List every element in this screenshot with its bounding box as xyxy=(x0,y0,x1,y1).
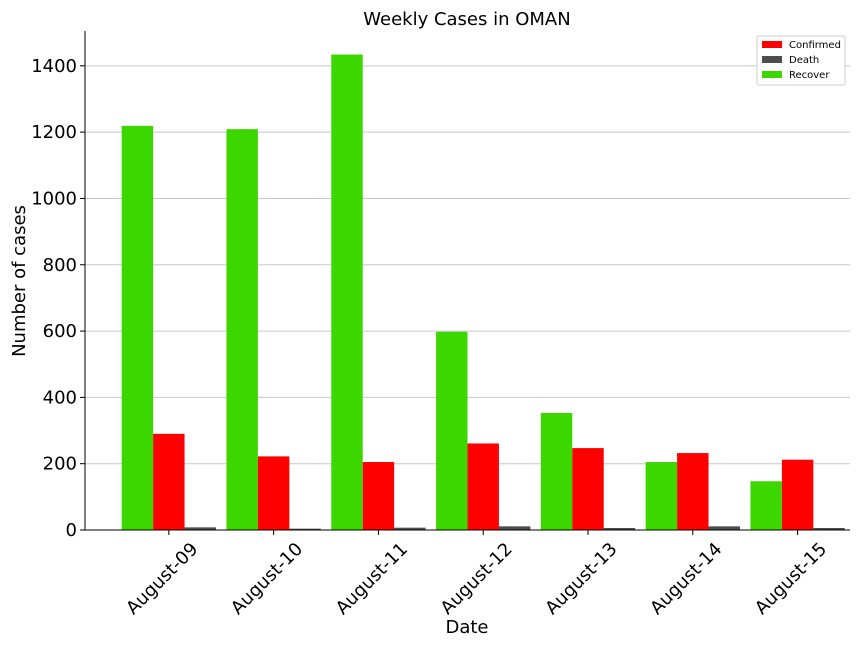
legend-swatch-death xyxy=(762,56,782,63)
y-tick-label: 0 xyxy=(66,520,77,541)
bar-death-august-09 xyxy=(184,527,216,530)
bar-death-august-15 xyxy=(813,528,845,530)
bar-death-august-14 xyxy=(708,526,740,530)
x-tick-label: August-15 xyxy=(751,539,831,619)
y-tick-label: 1200 xyxy=(31,122,77,143)
x-tick-label: August-13 xyxy=(541,539,621,619)
bar-recover-august-15 xyxy=(750,481,782,530)
bar-death-august-10 xyxy=(289,528,321,530)
x-ticks: August-09 August-10 August-11 August-12 Augu… xyxy=(122,530,831,619)
grid-lines xyxy=(85,65,850,465)
bar-recover-august-11 xyxy=(331,54,363,530)
bar-death-august-12 xyxy=(498,526,531,530)
bar-confirmed-august-15 xyxy=(781,459,814,530)
bar-recover-august-14 xyxy=(645,462,678,530)
legend-label-confirmed: Confirmed xyxy=(789,40,841,51)
y-tick-label: 1400 xyxy=(31,56,77,77)
y-tick-label: 600 xyxy=(43,321,77,342)
bar-death-august-11 xyxy=(394,527,426,530)
x-tick-label: August-10 xyxy=(227,539,307,619)
y-ticks: 0 200 400 600 800 1000 1200 1400 xyxy=(31,56,85,541)
bar-confirmed-august-12 xyxy=(467,443,499,530)
x-tick-label: August-11 xyxy=(332,539,412,619)
bar-confirmed-august-10 xyxy=(257,456,290,530)
x-axis-label: Date xyxy=(445,617,488,638)
bars xyxy=(121,54,845,531)
chart-title: Weekly Cases in OMAN xyxy=(363,9,570,30)
x-tick-label: August-14 xyxy=(646,539,726,619)
y-tick-label: 400 xyxy=(43,387,77,408)
legend-swatch-confirmed xyxy=(762,41,782,48)
bar-death-august-13 xyxy=(603,528,636,530)
bar-recover-august-13 xyxy=(540,412,573,530)
bar-confirmed-august-14 xyxy=(677,453,709,530)
y-tick-label: 200 xyxy=(43,454,77,475)
x-tick-label: August-12 xyxy=(437,539,517,619)
bar-confirmed-august-11 xyxy=(362,462,395,530)
legend-label-death: Death xyxy=(789,55,819,66)
legend: Confirmed Death Recover xyxy=(756,35,846,86)
bar-recover-august-10 xyxy=(226,129,258,530)
bar-confirmed-august-09 xyxy=(153,433,185,530)
legend-label-recover: Recover xyxy=(789,70,830,81)
y-axis-label: Number of cases xyxy=(9,205,30,357)
legend-swatch-recover xyxy=(762,71,782,78)
x-tick-label: August-09 xyxy=(122,539,202,619)
bar-recover-august-09 xyxy=(121,125,154,531)
y-tick-label: 1000 xyxy=(31,188,77,209)
bar-recover-august-12 xyxy=(436,331,468,530)
axes xyxy=(84,31,850,531)
bar-confirmed-august-13 xyxy=(572,448,604,530)
y-tick-label: 800 xyxy=(43,255,77,276)
